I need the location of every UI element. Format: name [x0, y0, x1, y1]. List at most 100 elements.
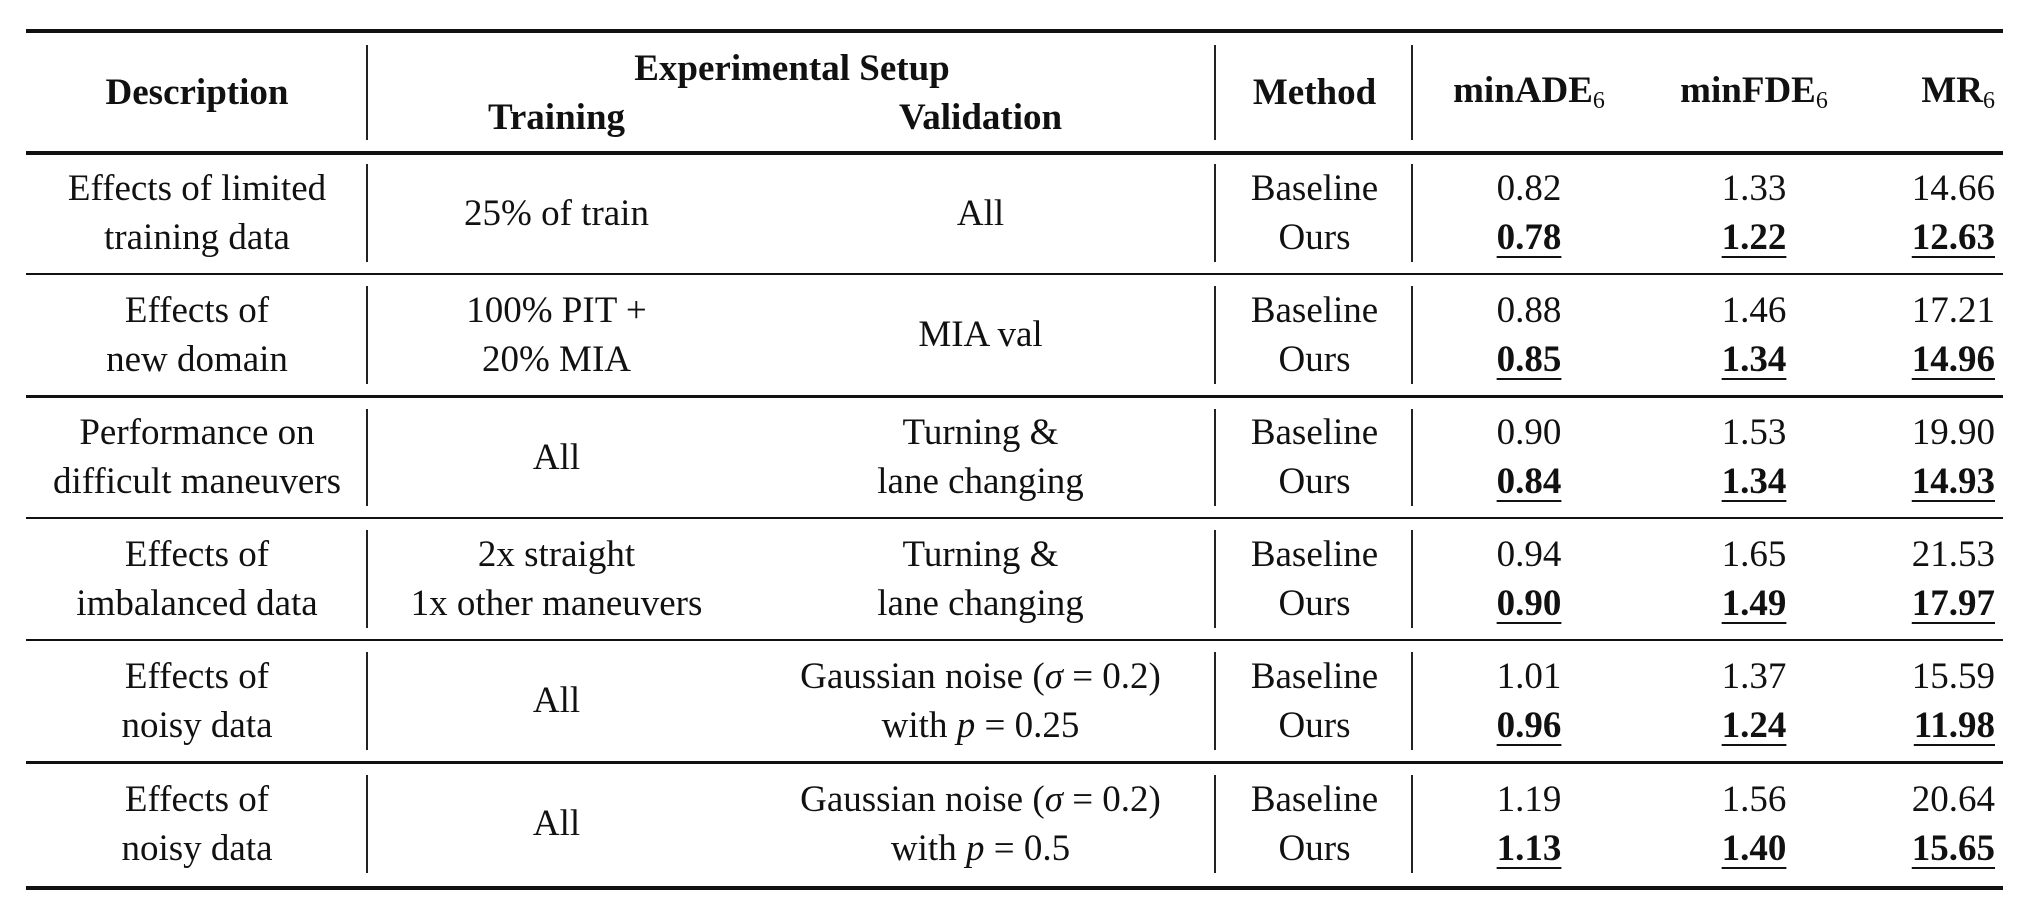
- description-cell-line: difficult maneuvers: [52, 461, 342, 503]
- description-cell-line: Effects of limited: [67, 168, 327, 209]
- description-cell-line: new domain: [106, 338, 288, 380]
- training-cell: All: [368, 396, 745, 518]
- baseline-value: 1.65: [1721, 534, 1787, 575]
- method-cell: Baseline Ours: [1216, 274, 1414, 396]
- description-cell: Effects of noisy data: [26, 640, 368, 762]
- header-method: Method: [1216, 34, 1414, 152]
- ours-value: 0.84: [1496, 461, 1562, 503]
- header-minfde-sub: 6: [1815, 87, 1828, 114]
- ours-value: 0.96: [1496, 704, 1562, 746]
- minade-cell: 1.01 0.96: [1413, 640, 1645, 762]
- baseline-value: 1.01: [1496, 655, 1562, 697]
- mr-cell: 21.53 17.97: [1863, 518, 2003, 640]
- table-row: Effects of noisy data All Gaussian noise (σ…: [26, 640, 2004, 762]
- baseline-value: 19.90: [1911, 412, 1996, 454]
- baseline-value: 0.88: [1496, 289, 1562, 331]
- header-training: Training: [487, 96, 626, 138]
- table-row: Effects of noisy data All Gaussian noise (σ…: [26, 762, 2004, 884]
- method-baseline: Baseline: [1250, 655, 1379, 697]
- baseline-value: 0.82: [1496, 168, 1562, 209]
- header-row: Description Experimental Setup Training …: [26, 34, 2003, 152]
- baseline-value: 17.21: [1911, 289, 1996, 331]
- baseline-value: 0.94: [1496, 534, 1562, 575]
- baseline-value: 0.90: [1496, 412, 1562, 454]
- training-cell-line: 1x other maneuvers: [410, 583, 703, 624]
- validation-cell: All: [745, 152, 1217, 274]
- ours-value: 0.90: [1496, 583, 1562, 624]
- header-experimental-setup-label: Experimental Setup: [634, 47, 950, 89]
- description-cell: Effects of limited training data: [26, 152, 368, 274]
- validation-cell-line: Gaussian noise (σ = 0.2): [800, 778, 1161, 820]
- method-cell: Baseline Ours: [1216, 762, 1414, 884]
- baseline-value: 1.56: [1721, 778, 1787, 820]
- minade-cell: 0.88 0.85: [1413, 274, 1645, 396]
- minade-cell: 0.82 0.78: [1413, 152, 1645, 274]
- validation-cell: Gaussian noise (σ = 0.2) with p = 0.25: [745, 640, 1217, 762]
- method-cell: Baseline Ours: [1216, 396, 1414, 518]
- description-cell-line: Effects of: [124, 778, 270, 820]
- minade-cell: 0.90 0.84: [1413, 396, 1645, 518]
- mr-cell: 14.66 12.63: [1863, 152, 2003, 274]
- ours-value: 1.34: [1721, 461, 1787, 503]
- ours-value: 12.63: [1911, 217, 1996, 258]
- method-cell: Baseline Ours: [1216, 518, 1414, 640]
- table-row: Effects of imbalanced data 2x straight 1x o…: [26, 518, 2004, 640]
- method-ours: Ours: [1278, 583, 1351, 624]
- minfde-cell: 1.53 1.34: [1645, 396, 1863, 518]
- validation-cell-line: All: [956, 192, 1005, 234]
- mr-cell: 17.21 14.96: [1863, 274, 2003, 396]
- ours-value: 1.49: [1721, 583, 1787, 624]
- training-cell-line: 100% PIT +: [466, 289, 647, 331]
- minfde-cell: 1.33 1.22: [1645, 152, 1863, 274]
- top-rule: [26, 29, 2003, 33]
- training-cell: 100% PIT + 20% MIA: [368, 274, 745, 396]
- validation-cell-line: Turning &: [902, 412, 1059, 454]
- validation-cell-line: Turning &: [902, 534, 1059, 575]
- header-mr-sub: 6: [1983, 87, 1996, 114]
- validation-cell-line: Gaussian noise (σ = 0.2): [800, 655, 1161, 697]
- validation-cell: Turning & lane changing: [745, 396, 1217, 518]
- ours-value: 17.97: [1911, 583, 1996, 624]
- baseline-value: 14.66: [1911, 168, 1996, 209]
- method-ours: Ours: [1278, 217, 1351, 258]
- header-validation: Validation: [898, 96, 1063, 138]
- validation-cell-line: lane changing: [877, 461, 1084, 503]
- validation-cell-line: with p = 0.25: [881, 704, 1080, 746]
- header-minfde: minFDE6: [1645, 34, 1863, 152]
- bottom-rule: [26, 886, 2003, 890]
- description-cell: Effects of imbalanced data: [26, 518, 368, 640]
- minade-cell: 1.19 1.13: [1413, 762, 1645, 884]
- ours-value: 0.78: [1496, 217, 1562, 258]
- mr-cell: 15.59 11.98: [1863, 640, 2003, 762]
- baseline-value: 1.19: [1496, 778, 1562, 820]
- ours-value: 14.96: [1911, 338, 1996, 380]
- validation-cell: Turning & lane changing: [745, 518, 1217, 640]
- baseline-value: 15.59: [1911, 655, 1996, 697]
- method-baseline: Baseline: [1250, 412, 1379, 454]
- table-row: Effects of new domain 100% PIT + 20% MIA MIA…: [26, 274, 2004, 396]
- minfde-cell: 1.56 1.40: [1645, 762, 1863, 884]
- description-cell: Performance on difficult maneuvers: [26, 396, 368, 518]
- ours-value: 1.40: [1721, 827, 1787, 869]
- ours-value: 15.65: [1911, 827, 1996, 869]
- training-cell: All: [368, 762, 745, 884]
- results-table: Description Experimental Setup Training …: [26, 34, 2004, 884]
- training-cell-line: All: [532, 680, 581, 722]
- ours-value: 0.85: [1496, 338, 1562, 380]
- minfde-cell: 1.37 1.24: [1645, 640, 1863, 762]
- method-baseline: Baseline: [1250, 168, 1379, 209]
- minfde-cell: 1.46 1.34: [1645, 274, 1863, 396]
- header-minfde-name: minFDE: [1680, 69, 1816, 111]
- baseline-value: 1.46: [1721, 289, 1787, 331]
- training-cell: 2x straight 1x other maneuvers: [368, 518, 745, 640]
- table-row: Effects of limited training data 25% of tr…: [26, 152, 2004, 274]
- description-cell-line: Effects of: [124, 289, 270, 331]
- description-cell-line: training data: [104, 217, 290, 258]
- header-minade-name: minADE: [1453, 69, 1593, 111]
- header-rule: [26, 153, 2003, 155]
- ours-value: 1.22: [1721, 217, 1787, 258]
- baseline-value: 21.53: [1911, 534, 1996, 575]
- training-cell-line: 20% MIA: [481, 338, 631, 380]
- description-cell-line: Effects of: [124, 534, 270, 575]
- validation-cell-line: lane changing: [877, 583, 1084, 624]
